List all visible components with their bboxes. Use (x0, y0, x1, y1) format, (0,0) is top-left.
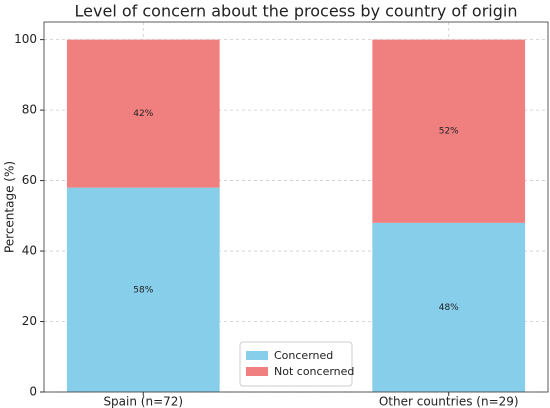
plot-frame (43, 21, 549, 393)
legend-swatch (246, 367, 268, 376)
legend-label: Concerned (274, 349, 333, 362)
bar-segment (372, 39, 526, 223)
bar-segment (372, 222, 526, 392)
chart-title: Level of concern about the process by co… (75, 2, 518, 21)
y-tick-label: 0 (29, 385, 37, 399)
y-tick-label: 100 (14, 32, 37, 46)
y-tick-label: 40 (22, 244, 37, 258)
y-axis-label: Percentage (%) (3, 161, 17, 253)
bar-segment (66, 187, 220, 392)
value-label: 48% (439, 303, 459, 313)
y-tick-label: 60 (22, 173, 37, 187)
bar-segment (66, 39, 220, 188)
value-label: 52% (439, 127, 459, 137)
legend-label: Not concerned (274, 365, 354, 378)
y-tick-label: 20 (22, 314, 37, 328)
x-tick-label: Spain (n=72) (103, 395, 183, 408)
value-label: 58% (133, 285, 153, 295)
value-label: 42% (133, 109, 153, 119)
x-tick-label: Other countries (n=29) (379, 395, 519, 408)
y-tick-label: 80 (22, 103, 37, 117)
legend-swatch (246, 351, 268, 360)
